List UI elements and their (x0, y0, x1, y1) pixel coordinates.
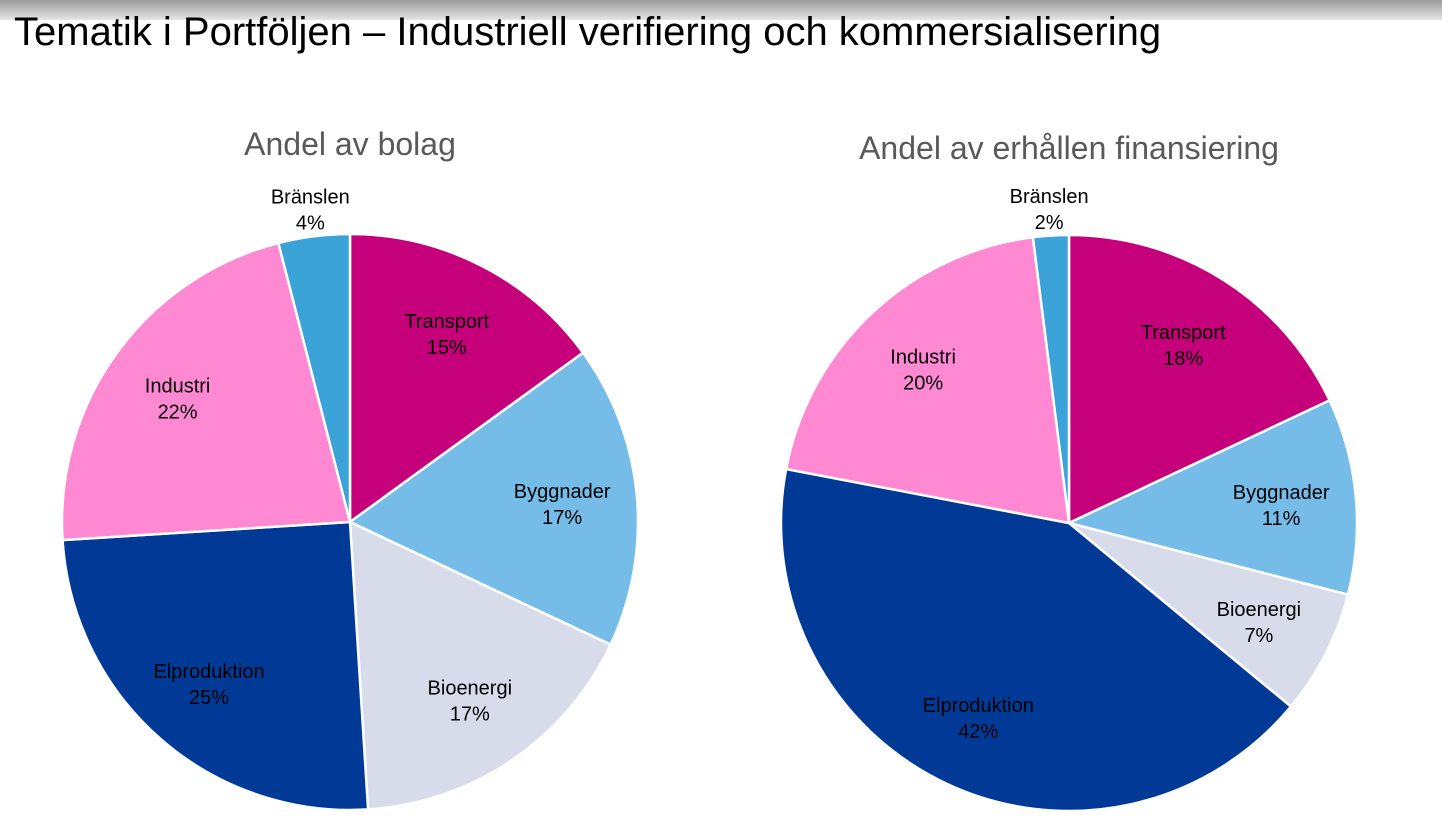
slice-value-label: 4% (296, 213, 325, 235)
pie-slice-transport (348, 232, 585, 525)
top-bar (0, 0, 1442, 20)
page-title: Tematik i Portföljen – Industriell verif… (14, 10, 1162, 54)
pie-slice-bioenergi (1068, 521, 1350, 709)
pie-slice-industri (784, 235, 1071, 525)
slice-value-label: 2% (1035, 212, 1064, 234)
pie-slice-bränslen (276, 232, 352, 523)
pie-slice-industri (60, 241, 352, 542)
pie-slice-elproduktion (779, 467, 1293, 813)
slice-category-label: Elproduktion (923, 695, 1034, 717)
pie-slice-bränslen (1031, 233, 1071, 524)
slice-value-label: 25% (189, 687, 229, 709)
slice-value-label: 7% (1244, 625, 1273, 647)
slice-category-label: Bränslen (1010, 186, 1089, 208)
pie-slice-byggnader (1065, 398, 1359, 597)
slice-category-label: Elproduktion (153, 661, 264, 683)
slice-value-label: 42% (958, 721, 998, 743)
slice-value-label: 18% (1163, 348, 1203, 370)
chart-title: Andel av bolag (244, 126, 456, 162)
pie-slice-bioenergi (348, 519, 613, 811)
pie-slice-byggnader (347, 350, 640, 647)
slice-value-label: 11% (1262, 508, 1301, 530)
slice-category-label: Transport (404, 311, 489, 333)
pie-slice-transport (1067, 233, 1332, 525)
chart-title: Andel av erhållen finansiering (859, 130, 1279, 166)
slice-value-label: 17% (450, 703, 490, 725)
slice-category-label: Byggnader (514, 481, 611, 503)
slice-value-label: 22% (158, 402, 198, 424)
slice-category-label: Byggnader (1233, 482, 1330, 504)
pie-slice-elproduktion (61, 520, 370, 812)
slice-category-label: Bioenergi (428, 677, 513, 699)
slice-value-label: 20% (903, 373, 943, 395)
slice-category-label: Bioenergi (1217, 599, 1302, 621)
slice-category-label: Bränslen (271, 187, 350, 209)
slice-category-label: Industri (145, 376, 211, 398)
slice-value-label: 15% (427, 337, 467, 359)
slice-category-label: Industri (890, 347, 956, 369)
slice-category-label: Transport (1141, 322, 1226, 344)
slice-value-label: 17% (542, 507, 582, 529)
